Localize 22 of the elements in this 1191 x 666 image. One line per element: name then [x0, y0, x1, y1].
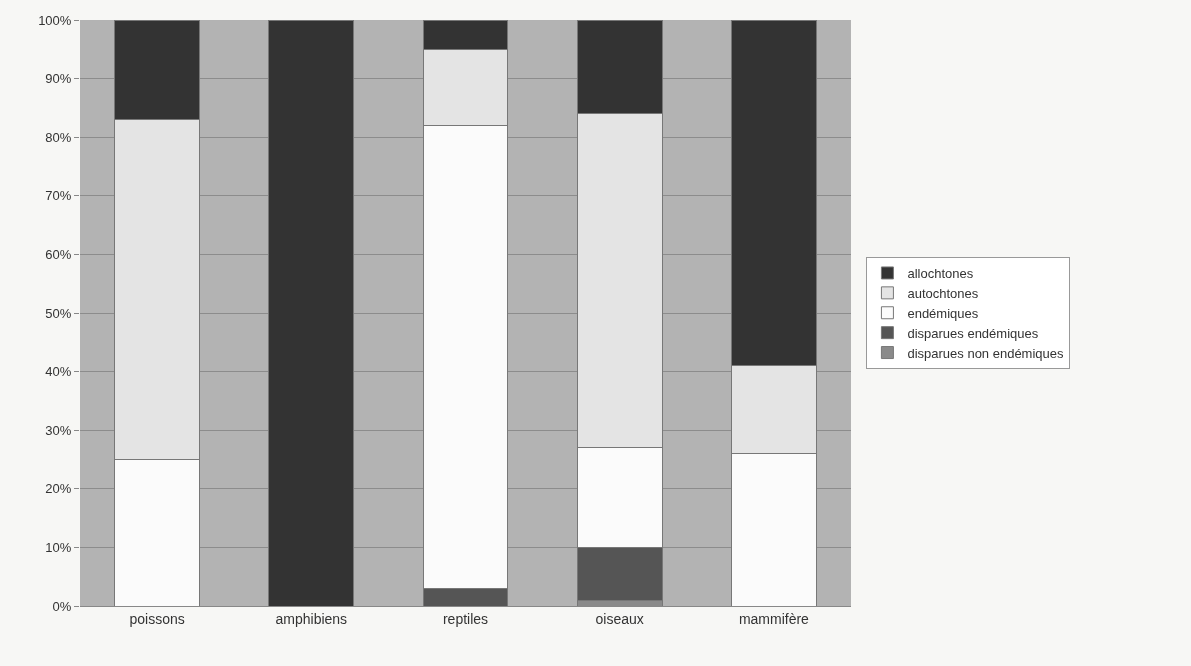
y-tick-label: 50%: [45, 305, 72, 321]
legend-label: allochtones: [907, 266, 974, 282]
bar: [268, 20, 355, 606]
legend-label: endémiques: [907, 305, 979, 321]
y-tick-label: 30%: [45, 422, 72, 438]
x-tick-label: poissons: [129, 610, 185, 627]
legend-label: disparues endémiques: [907, 325, 1039, 341]
y-tick-label: 0%: [52, 598, 72, 614]
x-tick-label: amphibiens: [275, 610, 348, 627]
legend-label: autochtones: [907, 285, 979, 301]
y-tick-label: 20%: [45, 481, 72, 497]
legend-label: disparues non endémiques: [907, 345, 1065, 361]
y-tick-label: 80%: [45, 129, 72, 145]
y-tick-label: 70%: [45, 188, 72, 204]
x-tick-label: oiseaux: [595, 610, 644, 627]
y-tick-label: 40%: [45, 364, 72, 380]
y-tick-label: 90%: [45, 71, 72, 87]
x-tick-label: mammifère: [738, 610, 810, 627]
y-tick-label: 60%: [45, 246, 72, 262]
y-tick-label: 10%: [45, 539, 72, 555]
x-tick-label: reptiles: [442, 610, 489, 627]
y-tick-label: 100%: [38, 12, 72, 28]
